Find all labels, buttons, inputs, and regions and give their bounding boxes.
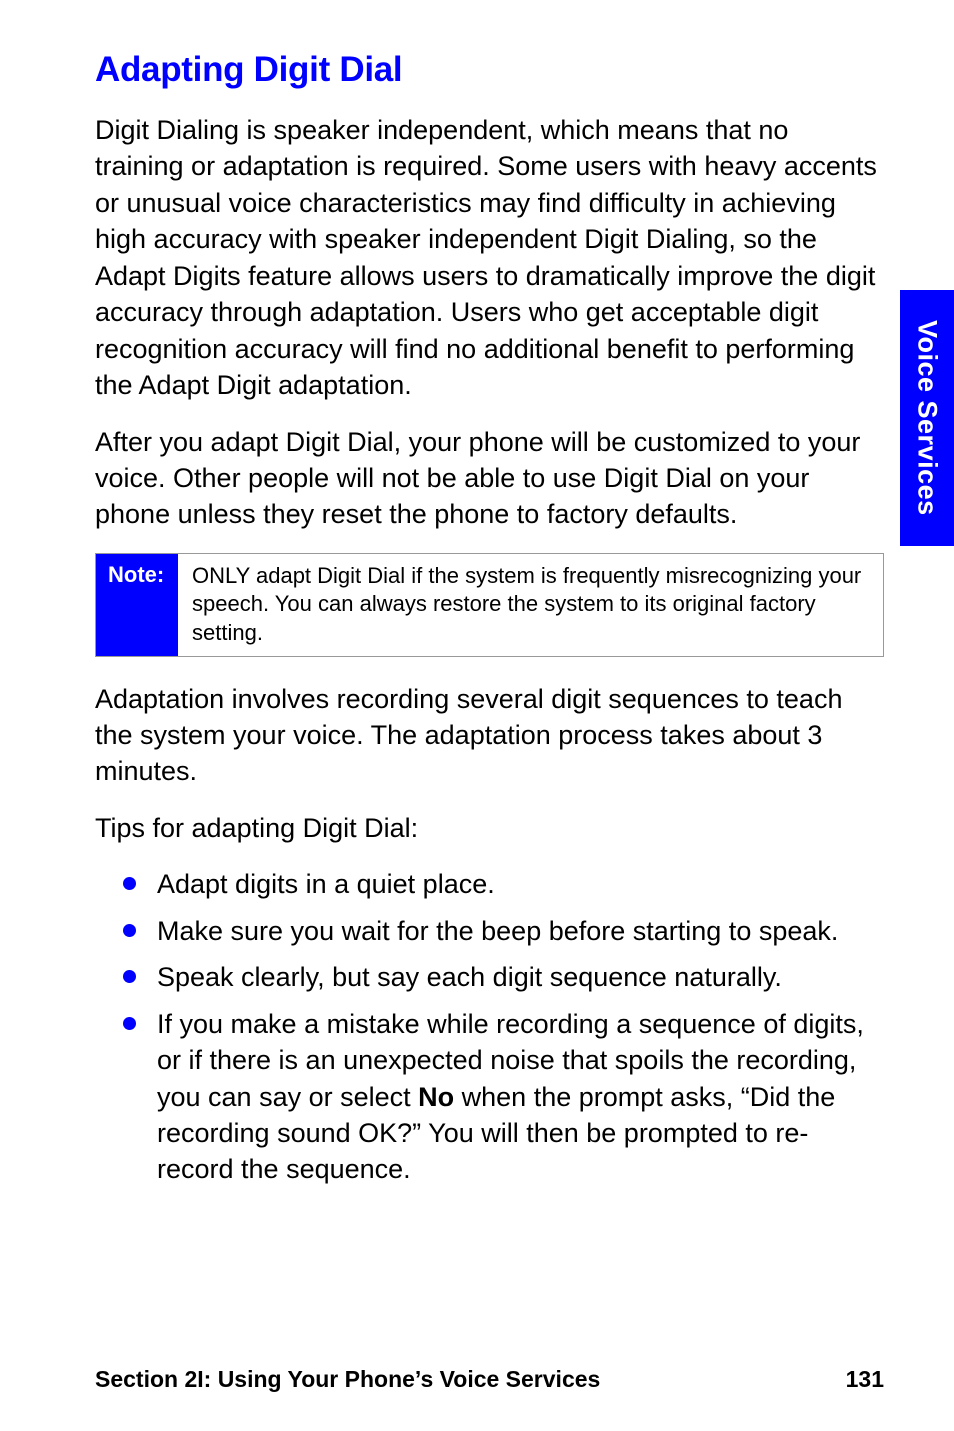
side-tab: Voice Services: [900, 290, 954, 546]
note-text: ONLY adapt Digit Dial if the system is f…: [178, 554, 883, 656]
footer-section-title: Section 2I: Using Your Phone’s Voice Ser…: [95, 1366, 600, 1393]
paragraph-1: Digit Dialing is speaker independent, wh…: [95, 112, 884, 404]
list-item: Adapt digits in a quiet place.: [123, 866, 884, 902]
list-item-text: Make sure you wait for the beep before s…: [157, 916, 838, 946]
paragraph-4: Tips for adapting Digit Dial:: [95, 810, 884, 846]
footer-page-number: 131: [846, 1366, 884, 1393]
list-item: If you make a mistake while recording a …: [123, 1006, 884, 1188]
tips-list: Adapt digits in a quiet place. Make sure…: [123, 866, 884, 1188]
page-footer: Section 2I: Using Your Phone’s Voice Ser…: [95, 1366, 884, 1393]
note-label: Note:: [96, 554, 178, 656]
section-heading: Adapting Digit Dial: [95, 50, 884, 90]
list-item-bold: No: [418, 1082, 454, 1112]
page: Adapting Digit Dial Digit Dialing is spe…: [0, 0, 954, 1431]
list-item: Speak clearly, but say each digit sequen…: [123, 959, 884, 995]
paragraph-2: After you adapt Digit Dial, your phone w…: [95, 424, 884, 533]
paragraph-3: Adaptation involves recording several di…: [95, 681, 884, 790]
side-tab-label: Voice Services: [912, 320, 943, 516]
list-item-text: Speak clearly, but say each digit sequen…: [157, 962, 782, 992]
note-box: Note: ONLY adapt Digit Dial if the syste…: [95, 553, 884, 657]
list-item: Make sure you wait for the beep before s…: [123, 913, 884, 949]
list-item-text: Adapt digits in a quiet place.: [157, 869, 495, 899]
